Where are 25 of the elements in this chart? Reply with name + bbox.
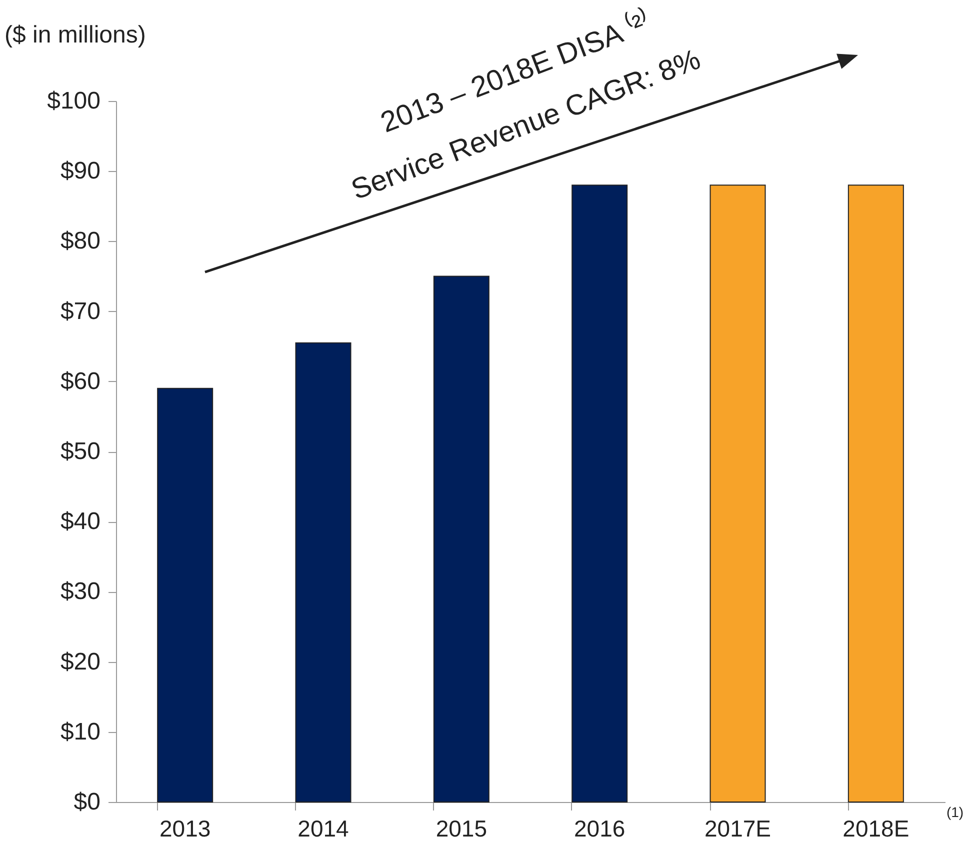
y-axis-title: ($ in millions) xyxy=(4,22,146,48)
y-tick-label: $60 xyxy=(60,368,100,395)
y-tick-label: $40 xyxy=(60,508,100,536)
x-tick-label: 2013 xyxy=(159,816,211,842)
y-tick-label: $10 xyxy=(60,718,100,746)
bar xyxy=(572,184,628,802)
y-tick-label: $90 xyxy=(60,158,100,185)
y-tick-label: $80 xyxy=(60,228,100,255)
y-tick-label: $0 xyxy=(74,788,100,816)
text: (1) xyxy=(946,804,964,820)
x-tick-label: 2014 xyxy=(298,816,350,842)
x-tick-label: 2017E xyxy=(704,816,772,842)
bar xyxy=(433,276,490,802)
y-tick-label: $20 xyxy=(60,648,100,676)
bar xyxy=(710,184,766,802)
bar xyxy=(157,388,214,802)
x-tick-label: 2018E xyxy=(842,816,910,842)
y-tick-label: $70 xyxy=(60,298,100,325)
x-tick-label: 2015 xyxy=(436,816,488,842)
y-tick-label: $50 xyxy=(60,438,100,465)
x-tick-label: 2016 xyxy=(574,816,626,842)
y-tick-label: $30 xyxy=(60,578,100,606)
bar xyxy=(848,184,904,802)
y-tick-label: $100 xyxy=(47,88,100,114)
bar xyxy=(295,342,352,802)
